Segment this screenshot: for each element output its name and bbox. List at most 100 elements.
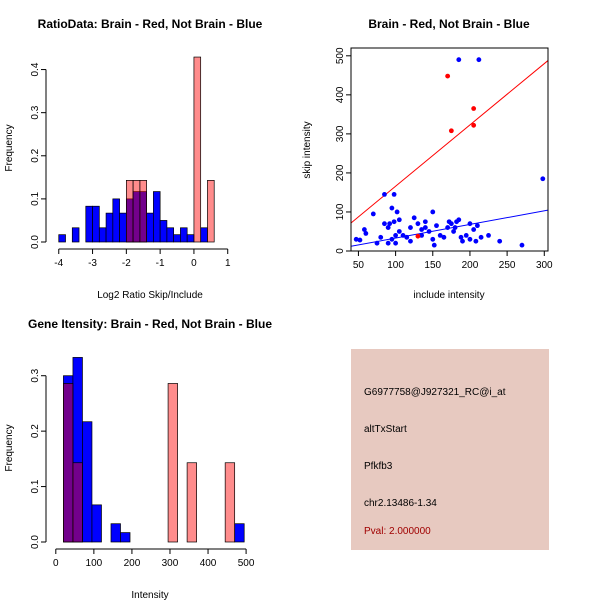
not-brain-bar <box>186 234 195 243</box>
not-brain-bar <box>180 227 188 243</box>
not-brain-point <box>393 240 399 246</box>
intensity-histogram-title: Gene Itensity: Brain - Red, Not Brain - … <box>28 317 272 331</box>
y-tick-label: 0.1 <box>30 192 41 206</box>
not-brain-point <box>476 57 482 63</box>
not-brain-point <box>422 225 428 230</box>
scatter-panel: Brain - Red, Not Brain - Blue 50 100 150 20… <box>302 17 553 301</box>
y-tick-label: 300 <box>335 125 346 142</box>
not-brain-point <box>363 231 369 236</box>
not-brain-point <box>478 234 484 240</box>
not-brain-point <box>382 191 387 197</box>
brain-bar <box>125 180 134 243</box>
not-brain-point <box>391 191 397 197</box>
not-brain-point <box>426 229 432 234</box>
intensity-histogram-ylabel: Frequency <box>4 424 15 471</box>
not-brain-point <box>385 240 391 246</box>
not-brain-point <box>389 236 395 242</box>
ratio-histogram-xlabel: Log2 Ratio Skip/Include <box>97 290 203 301</box>
x-tick-label: -4 <box>54 258 63 269</box>
brain-bar <box>167 383 178 543</box>
not-brain-point <box>486 232 491 238</box>
x-tick-label: 1 <box>225 258 231 269</box>
y-tick-label: 0.0 <box>30 235 41 249</box>
not-brain-bar <box>200 227 208 243</box>
not-brain-bar <box>82 421 93 543</box>
brain-bar <box>224 462 236 543</box>
x-tick-label: 200 <box>462 260 479 271</box>
ratio-histogram-ylabel: Frequency <box>4 124 15 171</box>
not-brain-bar <box>91 504 102 543</box>
genomic-location: chr2.13486-1.34 <box>364 498 437 509</box>
not-brain-point <box>396 229 402 234</box>
not-brain-point <box>374 240 380 246</box>
not-brain-point <box>357 237 363 243</box>
not-brain-point <box>396 217 402 223</box>
intensity-histogram-panel: Gene Itensity: Brain - Red, Not Brain - … <box>4 317 272 600</box>
not-brain-point <box>430 209 436 215</box>
not-brain-point <box>456 217 462 223</box>
not-brain-point <box>382 221 387 227</box>
x-tick-label: 100 <box>86 558 103 569</box>
brain-bar <box>186 462 197 543</box>
gene-name: Pfkfb3 <box>364 461 393 472</box>
x-tick-label: -2 <box>122 258 131 269</box>
not-brain-point <box>419 232 425 238</box>
y-tick-label: 0.3 <box>30 105 41 119</box>
brain-bar <box>132 180 141 243</box>
scatter-plot: 50 100 150 200 250 300 0 100 200 300 400 500 <box>335 47 553 271</box>
x-tick-label: 0 <box>53 558 59 569</box>
not-brain-point <box>389 205 395 211</box>
not-brain-point <box>422 219 428 225</box>
y-tick-label: 0.1 <box>30 479 41 493</box>
scatter-title: Brain - Red, Not Brain - Blue <box>368 17 530 31</box>
not-brain-point <box>448 221 454 227</box>
y-tick-label: 100 <box>335 203 346 220</box>
not-brain-point <box>411 215 417 221</box>
y-tick-label: 400 <box>335 86 346 103</box>
not-brain-point <box>370 211 376 217</box>
x-tick-label: 50 <box>353 260 365 271</box>
ratio-histogram-panel: RatioData: Brain - Red, Not Brain - Blue… <box>4 17 263 301</box>
not-brain-bar <box>105 212 114 243</box>
probe-info-panel: G6977758@J927321_RC@i_at altTxStart Pfkf… <box>351 349 549 550</box>
brain-bar <box>63 383 74 543</box>
brain-point <box>471 122 477 128</box>
not-brain-point <box>353 236 359 242</box>
not-brain-point <box>452 225 458 230</box>
scatter-frame <box>350 47 549 252</box>
x-tick-label: -3 <box>88 258 97 269</box>
x-tick-label: 250 <box>499 260 516 271</box>
not-brain-point <box>463 232 469 238</box>
y-tick-label: 0.4 <box>30 62 41 76</box>
not-brain-bar <box>112 198 120 243</box>
x-tick-label: 400 <box>200 558 217 569</box>
pval-text: Pval: 2.000000 <box>364 526 431 537</box>
not-brain-bar <box>120 532 131 543</box>
x-tick-label: -1 <box>156 258 165 269</box>
intensity-histogram-plot: 0 100 200 300 400 500 0.0 0.1 0.2 0.3 <box>30 357 255 569</box>
event-type: altTxStart <box>364 424 407 435</box>
x-tick-label: 150 <box>424 260 441 271</box>
x-tick-label: 300 <box>536 260 553 271</box>
not-brain-point <box>391 219 397 225</box>
x-tick-label: 200 <box>124 558 141 569</box>
not-brain-point <box>394 209 400 215</box>
not-brain-bar <box>173 234 181 243</box>
not-brain-point <box>419 227 425 232</box>
not-brain-bar <box>85 205 93 243</box>
not-brain-point <box>456 57 462 63</box>
not-brain-point <box>437 232 443 238</box>
y-tick-label: 500 <box>335 47 346 64</box>
brain-bar <box>72 462 83 543</box>
not-brain-point <box>415 221 421 227</box>
brain-point <box>415 233 421 239</box>
not-brain-point <box>474 223 480 229</box>
brain-point <box>471 106 477 111</box>
y-tick-label: 0.2 <box>30 424 41 438</box>
not-brain-point <box>430 236 436 242</box>
not-brain-point <box>400 232 406 238</box>
intensity-histogram-xlabel: Intensity <box>131 590 168 600</box>
not-brain-point <box>458 234 464 240</box>
not-brain-point <box>451 229 456 234</box>
